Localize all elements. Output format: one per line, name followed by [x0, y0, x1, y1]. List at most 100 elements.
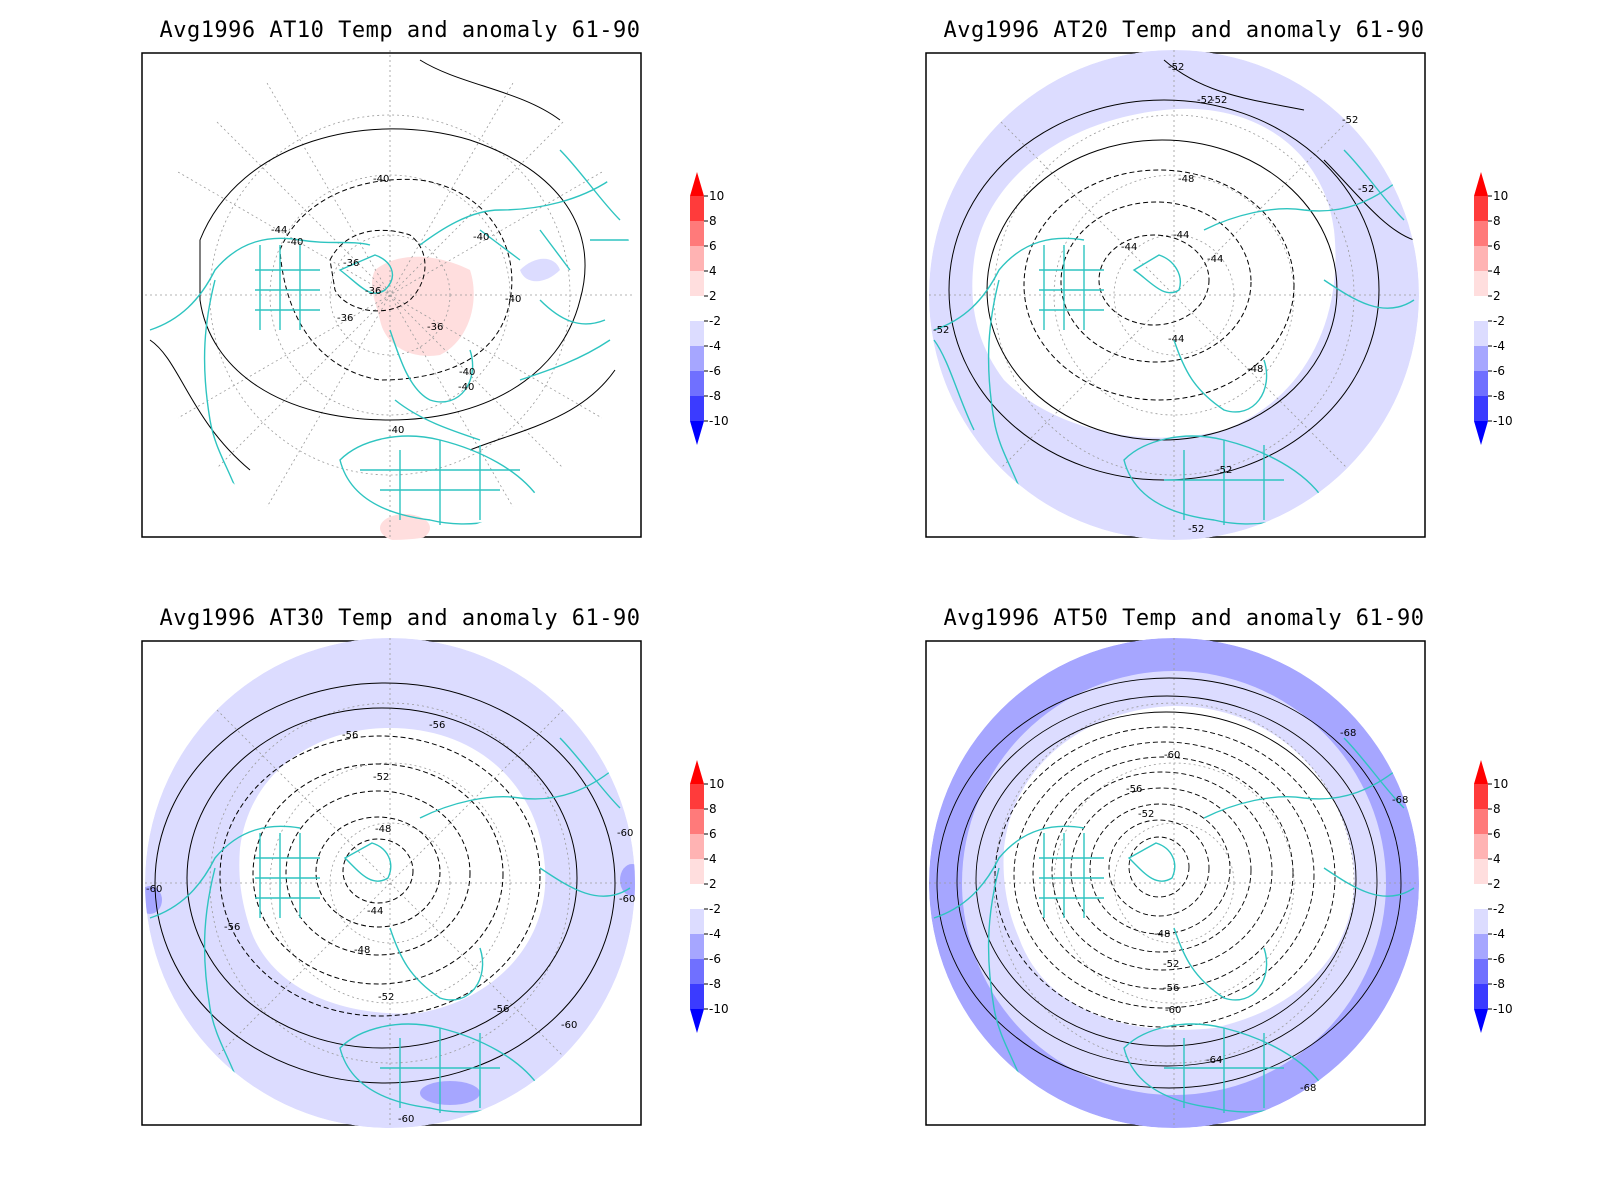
- graticule: [145, 638, 635, 1128]
- colorbar-segment: [1474, 246, 1488, 271]
- colorbar-segment: [690, 371, 704, 396]
- colorbar-tip-high: [1474, 760, 1488, 784]
- colorbar-label: -8: [709, 977, 721, 991]
- anomaly-positive-area: [380, 514, 430, 540]
- graticule: [145, 50, 635, 540]
- contour-label: -52: [1211, 95, 1227, 106]
- isotherms: [936, 677, 1402, 1089]
- contour-label: -40: [373, 174, 389, 185]
- colorbar-segment: [690, 809, 704, 834]
- colorbar-label: 8: [709, 214, 717, 228]
- contour-label: -56: [493, 1004, 509, 1015]
- colorbar-segment: [690, 784, 704, 809]
- contour-label: -44: [271, 225, 287, 236]
- colorbar: 10 8 6 4 2 -2 -4 -6 -8 -10: [690, 172, 729, 445]
- colorbar-label: -8: [709, 389, 721, 403]
- colorbar-segment: [690, 271, 704, 296]
- contour-label: -52: [1342, 115, 1358, 126]
- colorbar-segment: [690, 396, 704, 421]
- colorbar-tip-high: [690, 172, 704, 196]
- colorbar: 10 8 6 4 2 -2 -4 -6 -8 -10: [690, 760, 729, 1033]
- colorbar-label: -2: [1493, 902, 1505, 916]
- colorbar-segment: [1474, 884, 1488, 909]
- colorbar-segment: [1474, 959, 1488, 984]
- anomaly-neutral-area: [972, 108, 1336, 438]
- colorbar-label: -10: [1493, 1002, 1513, 1016]
- isotherms: [154, 682, 616, 1084]
- colorbar-segment: [1474, 221, 1488, 246]
- colorbar-segment: [690, 959, 704, 984]
- contour-label: -56: [1163, 983, 1179, 994]
- contour-label: -52: [933, 325, 949, 336]
- contour-label: -52: [1197, 95, 1213, 106]
- colorbar-label: 10: [1493, 777, 1508, 791]
- colorbar-label: 8: [1493, 802, 1501, 816]
- colorbar-label: 4: [1493, 264, 1501, 278]
- coastlines: [149, 737, 631, 1113]
- colorbar-label: 4: [709, 852, 717, 866]
- contour-label: -40: [388, 425, 404, 436]
- colorbar-segment: [1474, 271, 1488, 296]
- contour-label: -52: [378, 992, 394, 1003]
- colorbar-label: -2: [709, 314, 721, 328]
- contour-label: -48: [1247, 364, 1263, 375]
- colorbar-segment: [690, 834, 704, 859]
- contour-label: -44: [1173, 230, 1189, 241]
- colorbar-segment: [1474, 984, 1488, 1009]
- colorbar-label: -6: [709, 364, 721, 378]
- contour-label: -52: [1138, 809, 1154, 820]
- contour-label: -68: [1340, 728, 1356, 739]
- anomaly-neutral-area: [1003, 706, 1355, 1030]
- anomaly-neutral-area: [239, 728, 546, 1014]
- contour-label: -52: [1216, 465, 1232, 476]
- colorbar-label: 4: [709, 264, 717, 278]
- contour-label: -56: [1126, 784, 1142, 795]
- colorbar: 10 8 6 4 2 -2 -4 -6 -8 -10: [1474, 172, 1513, 445]
- contour-label: -56: [342, 730, 358, 741]
- colorbar-segment: [1474, 296, 1488, 321]
- contour-label: -68: [1392, 795, 1408, 806]
- colorbar-label: 6: [709, 239, 717, 253]
- contour-label: -64: [1206, 1055, 1222, 1066]
- colorbar-segment: [690, 934, 704, 959]
- colorbar-label: -10: [1493, 414, 1513, 428]
- map-at50: -68 -60 -56 -52 -48 -52 -56 -60 -64 -68 …: [925, 638, 1513, 1128]
- colorbar-segment: [1474, 859, 1488, 884]
- panel-title: Avg1996 AT10 Temp and anomaly 61-90: [159, 18, 641, 43]
- contour-label: -44: [1168, 334, 1184, 345]
- colorbar-label: 4: [1493, 852, 1501, 866]
- colorbar-segment: [1474, 346, 1488, 371]
- colorbar-segment: [1474, 934, 1488, 959]
- contour-label: -44: [1207, 254, 1223, 265]
- colorbar-label: -6: [1493, 952, 1505, 966]
- contour-label: -60: [561, 1020, 577, 1031]
- colorbar-label: -8: [1493, 977, 1505, 991]
- contour-label: -52: [1358, 184, 1374, 195]
- colorbar-label: -2: [1493, 314, 1505, 328]
- panel-at50: Avg1996 AT50 Temp and anomaly 61-90: [784, 588, 1584, 1188]
- map-at30: -56 -56 -52 -48 -44 -48 -52 -56 -60 -60 …: [141, 638, 729, 1128]
- colorbar-tip-low: [690, 421, 704, 445]
- panel-title: Avg1996 AT50 Temp and anomaly 61-90: [943, 606, 1425, 631]
- colorbar-label: 2: [709, 289, 717, 303]
- contour-label: -56: [429, 720, 445, 731]
- panel-at30: Avg1996 AT30 Temp and anomaly 61-90: [0, 588, 800, 1188]
- contour-label: -48: [1154, 929, 1170, 940]
- colorbar-segment: [690, 909, 704, 934]
- colorbar-segment: [690, 984, 704, 1009]
- contour-label: -44: [367, 906, 383, 917]
- colorbar-label: -6: [1493, 364, 1505, 378]
- colorbar-segment: [690, 884, 704, 909]
- colorbar-label: -4: [1493, 339, 1505, 353]
- contour-label: -40: [458, 382, 474, 393]
- graticule: [929, 50, 1419, 540]
- colorbar-label: 10: [1493, 189, 1508, 203]
- colorbar-segment: [1474, 809, 1488, 834]
- anomaly-positive-area: [372, 256, 474, 356]
- colorbar: 10 8 6 4 2 -2 -4 -6 -8 -10: [1474, 760, 1513, 1033]
- colorbar-segment: [1474, 396, 1488, 421]
- contour-label: -56: [224, 922, 240, 933]
- contour-label: -60: [617, 828, 633, 839]
- panel-title: Avg1996 AT30 Temp and anomaly 61-90: [159, 606, 641, 631]
- map-at10: -40 -44 -40 -36 -36 -36 -36 -40 -40 -40 …: [141, 50, 729, 540]
